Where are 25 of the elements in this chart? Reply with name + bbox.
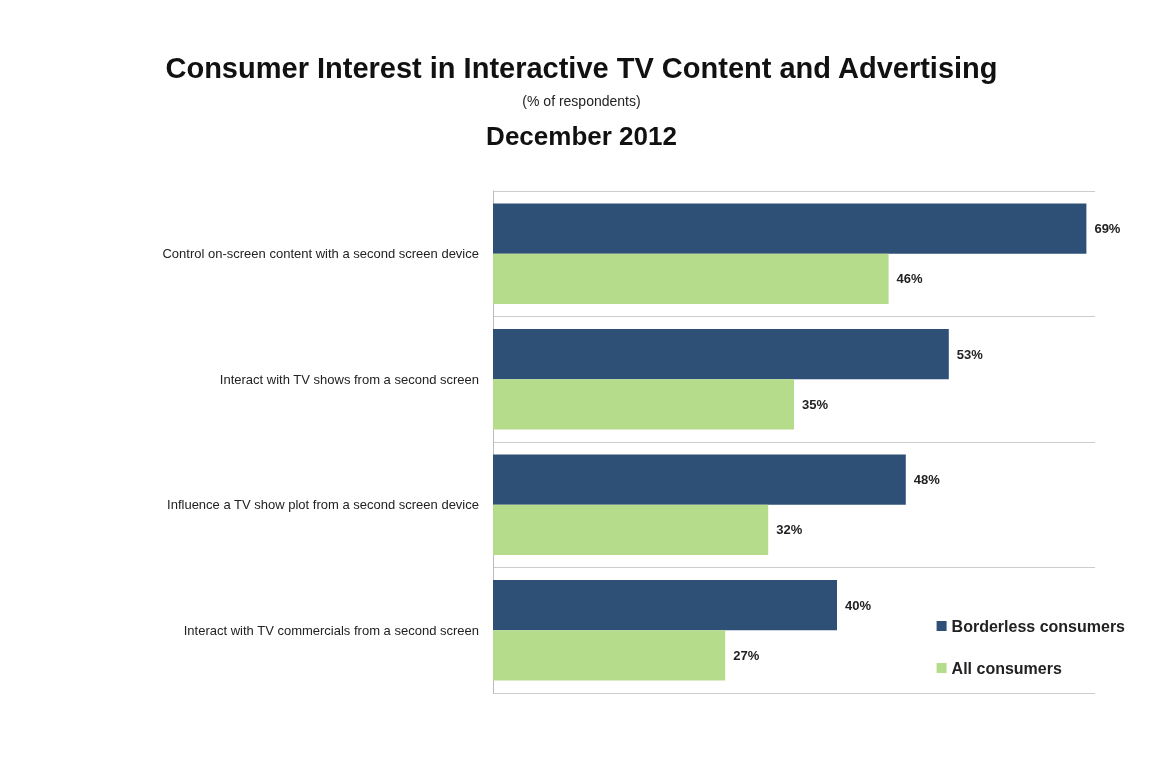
y-tick-label: Interact with TV shows from a second screen [219,371,479,387]
bar [493,203,1087,254]
bar [493,580,837,631]
legend-label: Borderless consumers [951,617,1126,635]
bar [493,329,949,380]
y-tick-label: Interact with TV commercials from a second screen [183,622,479,638]
data-label: 48% [913,472,941,488]
bar [493,253,889,304]
data-label: 32% [776,522,803,538]
data-label: 46% [896,271,924,287]
chart-subtitle: (% of respondents) [522,93,641,109]
legend-label: All consumers [951,659,1062,677]
y-tick-label: Influence a TV show plot from a second screen device [167,497,479,513]
bar [493,454,906,505]
bar [493,630,726,681]
data-label: 40% [845,597,872,613]
bar [493,504,769,555]
text: December 2012 [486,121,677,151]
data-label: 35% [802,396,829,412]
data-label: 53% [956,346,984,362]
y-tick-label: Control on-screen content with a second screen device [162,246,479,262]
bar [493,379,794,430]
chart-title: Consumer Interest in Interactive TV Content and Advertising [165,51,998,84]
data-label: 69% [1094,221,1121,237]
data-label: 27% [733,647,760,663]
